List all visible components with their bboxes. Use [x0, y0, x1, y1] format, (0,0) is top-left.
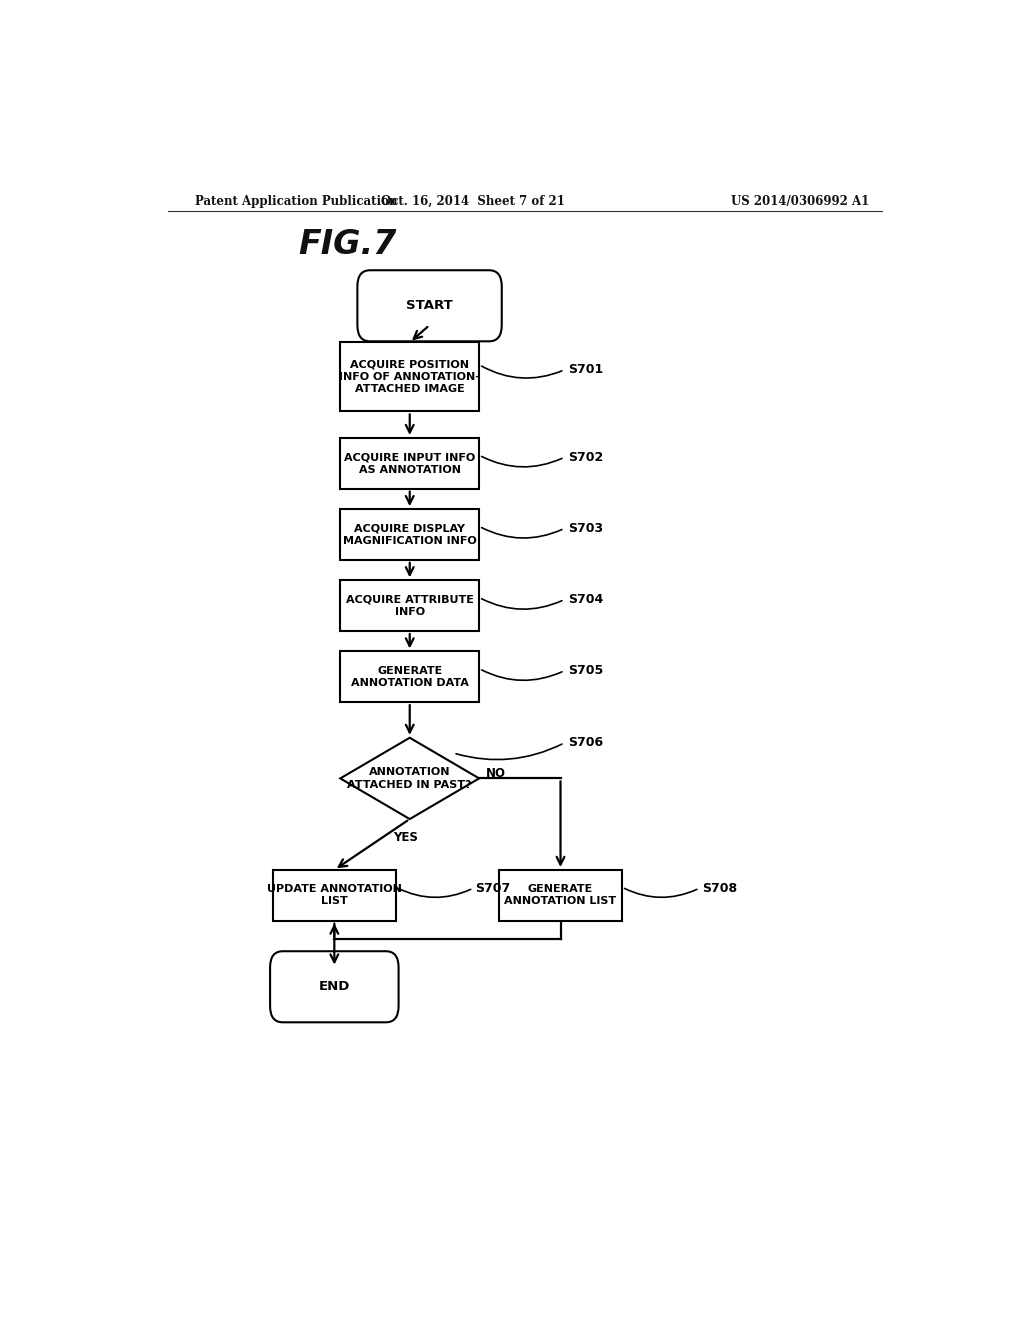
Text: ACQUIRE INPUT INFO
AS ANNOTATION: ACQUIRE INPUT INFO AS ANNOTATION — [344, 453, 475, 474]
Text: S703: S703 — [568, 521, 603, 535]
Text: ACQUIRE POSITION
INFO OF ANNOTATION-
ATTACHED IMAGE: ACQUIRE POSITION INFO OF ANNOTATION- ATT… — [339, 359, 480, 395]
FancyBboxPatch shape — [357, 271, 502, 342]
Text: Patent Application Publication: Patent Application Publication — [196, 194, 398, 207]
FancyBboxPatch shape — [270, 952, 398, 1022]
Text: ANNOTATION
ATTACHED IN PAST?: ANNOTATION ATTACHED IN PAST? — [347, 767, 472, 789]
Text: S706: S706 — [568, 737, 603, 750]
Bar — [272, 870, 396, 921]
Text: UPDATE ANNOTATION
LIST: UPDATE ANNOTATION LIST — [267, 884, 401, 907]
Text: S707: S707 — [475, 882, 511, 895]
Polygon shape — [340, 738, 479, 818]
Text: S705: S705 — [568, 664, 604, 677]
Text: S708: S708 — [701, 882, 737, 895]
Bar — [340, 581, 479, 631]
Bar — [340, 438, 479, 488]
Text: S701: S701 — [568, 363, 604, 376]
Text: START: START — [407, 300, 453, 313]
Text: GENERATE
ANNOTATION DATA: GENERATE ANNOTATION DATA — [351, 665, 469, 688]
Bar — [340, 651, 479, 702]
Text: S702: S702 — [568, 450, 604, 463]
Text: Oct. 16, 2014  Sheet 7 of 21: Oct. 16, 2014 Sheet 7 of 21 — [381, 194, 565, 207]
Text: FIG.7: FIG.7 — [299, 228, 397, 261]
Text: ACQUIRE DISPLAY
MAGNIFICATION INFO: ACQUIRE DISPLAY MAGNIFICATION INFO — [343, 523, 476, 545]
Bar — [340, 342, 479, 412]
Text: ACQUIRE ATTRIBUTE
INFO: ACQUIRE ATTRIBUTE INFO — [346, 594, 474, 616]
Text: YES: YES — [393, 832, 418, 845]
Text: GENERATE
ANNOTATION LIST: GENERATE ANNOTATION LIST — [505, 884, 616, 907]
Bar — [499, 870, 622, 921]
Text: S704: S704 — [568, 593, 604, 606]
Text: US 2014/0306992 A1: US 2014/0306992 A1 — [731, 194, 869, 207]
Text: END: END — [318, 981, 350, 993]
Bar — [340, 510, 479, 560]
Text: NO: NO — [485, 767, 506, 780]
